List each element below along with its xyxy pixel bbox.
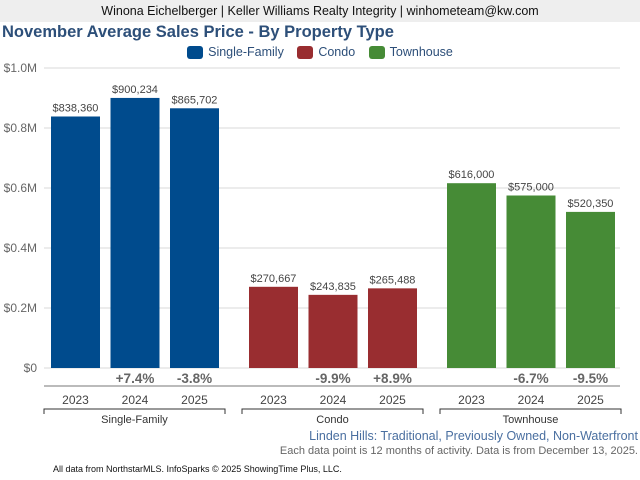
group-label: Single-Family [101, 414, 168, 426]
y-tick-label: $1.0M [4, 61, 37, 75]
footer-credit: All data from NorthstarMLS. InfoSparks ©… [53, 464, 342, 474]
legend-label: Single-Family [208, 45, 284, 59]
x-tick-label: 2023 [62, 393, 89, 407]
x-tick-label: 2024 [122, 393, 149, 407]
change-label: -9.5% [573, 371, 608, 386]
x-tick-label: 2024 [518, 393, 545, 407]
x-tick-label: 2023 [260, 393, 287, 407]
chart-title: November Average Sales Price - By Proper… [2, 23, 394, 41]
data-note: Each data point is 12 months of activity… [279, 445, 638, 457]
bar [170, 108, 219, 368]
x-tick-label: 2023 [458, 393, 485, 407]
legend-label: Condo [318, 45, 356, 59]
bar [368, 288, 417, 368]
legend: Single-Family Condo Townhouse [0, 45, 640, 62]
y-tick-label: $0.6M [4, 181, 37, 195]
bar [308, 294, 358, 368]
bar [249, 286, 298, 368]
bar-value-label: $520,350 [568, 198, 614, 210]
change-label: -9.9% [315, 371, 350, 386]
x-tick-label: 2024 [320, 393, 347, 407]
group-bracket [43, 408, 226, 414]
group-label: Condo [316, 414, 348, 426]
legend-item-townhouse[interactable]: Townhouse [368, 45, 453, 59]
legend-swatch-single-family [187, 45, 204, 59]
bar-value-label: $616,000 [449, 169, 495, 181]
bar [506, 195, 556, 368]
bar [566, 211, 615, 368]
bar-value-label: $270,667 [251, 273, 297, 285]
bar-value-label: $265,488 [370, 274, 416, 286]
bar [110, 97, 160, 368]
bar-value-label: $575,000 [508, 182, 554, 194]
bar [51, 116, 100, 368]
bar-value-label: $243,835 [310, 281, 356, 293]
bar-value-label: $838,360 [53, 102, 99, 114]
y-tick-label: $0.2M [4, 301, 37, 315]
change-label: +7.4% [116, 371, 155, 386]
group-label: Townhouse [503, 414, 559, 426]
agent-banner: Winona Eichelberger | Keller Williams Re… [0, 0, 640, 22]
legend-item-condo[interactable]: Condo [297, 45, 355, 59]
legend-swatch-condo [297, 45, 314, 59]
chart-subtitle: Linden Hills: Traditional, Previously Ow… [309, 429, 638, 443]
bar-value-label: $865,702 [172, 94, 218, 106]
group-bracket [241, 408, 424, 414]
x-tick-label: 2025 [379, 393, 406, 407]
change-label: -3.8% [177, 371, 212, 386]
y-tick-label: $0 [24, 361, 38, 375]
x-tick-label: 2025 [577, 393, 604, 407]
y-tick-label: $0.8M [4, 121, 37, 135]
group-bracket [439, 408, 622, 414]
legend-label: Townhouse [389, 45, 453, 59]
legend-item-single-family[interactable]: Single-Family [187, 45, 284, 59]
bar-value-label: $900,234 [112, 84, 158, 96]
bar [447, 183, 496, 368]
y-tick-label: $0.4M [4, 241, 37, 255]
change-label: -6.7% [513, 371, 548, 386]
change-label: +8.9% [373, 371, 412, 386]
x-tick-label: 2025 [181, 393, 208, 407]
legend-swatch-townhouse [368, 45, 385, 59]
